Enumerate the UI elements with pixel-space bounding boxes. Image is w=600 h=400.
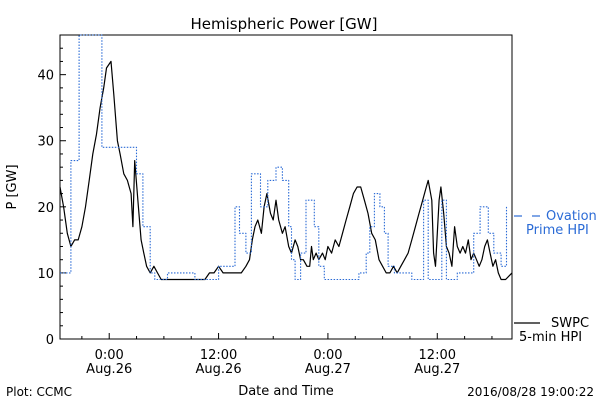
x-tick-time-3: 12:00 [419, 348, 456, 363]
x-tick-date-3: Aug.27 [414, 362, 460, 377]
y-tick-label-0: 0 [46, 333, 54, 348]
y-tick-label-10: 10 [37, 267, 54, 282]
x-axis: 0:00Aug.2612:00Aug.260:00Aug.2712:00Aug.… [81, 333, 493, 377]
y-tick-label-30: 30 [37, 135, 54, 150]
legend-swpc-label-1: SWPC [551, 316, 589, 331]
legend-ovation-label-1: Ovation [546, 209, 597, 224]
y-axis: 0 10 20 30 40 [37, 47, 66, 348]
footer-plot-credit: Plot: CCMC [6, 385, 72, 399]
x-axis-label: Date and Time [238, 384, 334, 399]
y-tick-label-20: 20 [37, 201, 54, 216]
x-tick-date-1: Aug.26 [196, 362, 242, 377]
legend-ovation-label-2: Prime HPI [526, 223, 589, 238]
series-layer [59, 34, 513, 281]
x-tick-time-1: 12:00 [200, 348, 237, 363]
series-line-ovation-prime [60, 34, 508, 281]
x-tick-time-0: 0:00 [95, 348, 124, 363]
legend-swpc-label-2: 5-min HPI [519, 330, 582, 345]
x-tick-date-2: Aug.27 [305, 362, 351, 377]
plot-frame [59, 34, 513, 340]
x-tick-time-2: 0:00 [313, 348, 342, 363]
y-axis-label: P [GW] [5, 164, 20, 209]
chart-title: Hemispheric Power [GW] [191, 15, 378, 33]
x-tick-date-0: Aug.26 [86, 362, 132, 377]
series-line-swpc [59, 60, 513, 281]
y-tick-label-40: 40 [37, 69, 54, 84]
footer-timestamp: 2016/08/28 19:00:22 [467, 385, 594, 399]
